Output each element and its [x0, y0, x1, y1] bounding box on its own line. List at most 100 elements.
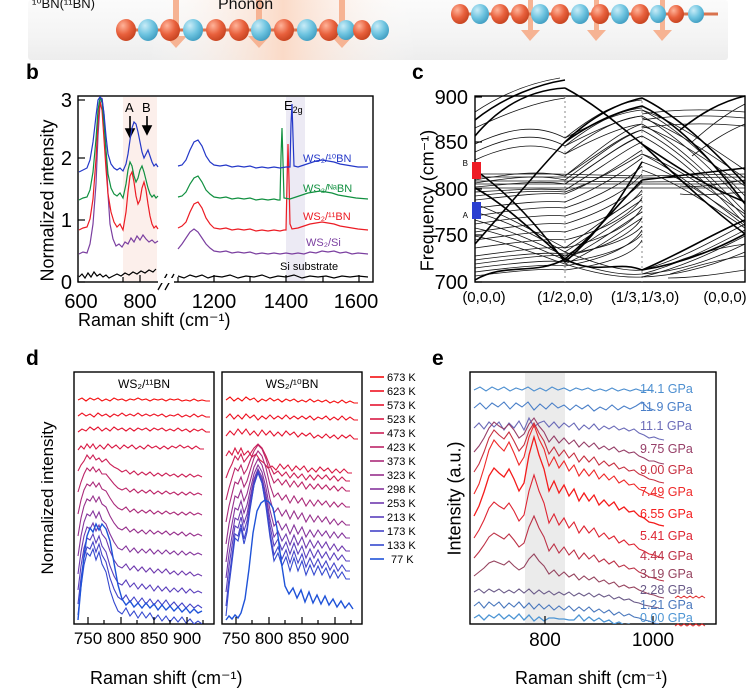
ytick-1: 1: [61, 210, 72, 232]
trace-label-9-00gpa: 9.00 GPa: [640, 463, 693, 477]
panel-d-right-frame: [221, 371, 363, 625]
panel-d-left-title: WS₂/¹¹BN: [118, 377, 170, 391]
panel-d-left-frame: [73, 371, 215, 625]
d-l-xtick-750: 750: [74, 629, 102, 648]
panel-b-letter: b: [26, 61, 39, 84]
panel-e-xlabel: Raman shift (cm⁻¹): [515, 668, 668, 688]
d-r-xtick-800: 800: [255, 629, 283, 648]
d-l-xtick-850: 850: [140, 629, 168, 648]
panel-e-frame: [469, 371, 717, 625]
phonon-label: Phonon: [218, 0, 274, 13]
c-xtick-0: (0,0,0): [462, 289, 505, 306]
e-xtick-800: 800: [529, 630, 561, 651]
panel-e-curves: [473, 386, 665, 624]
curve-ws2-nabn: [78, 96, 369, 201]
legend-item-323K: 323 K: [387, 470, 416, 482]
axis-break-mark: [157, 273, 175, 291]
d-l-xtick-900: 900: [173, 629, 201, 648]
panel-d-legend: 673 K 623 K 573 K 523 K 473 K 423 K 373 …: [370, 372, 416, 566]
trace-label-14-1gpa: 14.1 GPa: [640, 382, 693, 396]
panel-d-right-xticks: [235, 617, 352, 624]
trace-label-7-49gpa: 7.49 GPa: [640, 485, 693, 499]
legend-item-373K: 373 K: [387, 456, 416, 468]
xtick-600: 600: [64, 291, 97, 313]
legend-item-173K: 173 K: [387, 526, 416, 538]
e-xtick-1000: 1000: [632, 630, 674, 651]
legend-item-423K: 423 K: [387, 442, 416, 454]
legend-item-673K: 673 K: [387, 372, 416, 384]
panel-d: WS₂/¹¹BN 750 800 850 900: [18, 366, 428, 666]
marker-B-label: B: [463, 159, 468, 168]
legend-item-573K: 573 K: [387, 400, 416, 412]
panel-e-trace-labels: 14.1 GPa 11.9 GPa 11.1 GPa 9.75 GPa 9.00…: [640, 382, 693, 625]
panel-d-left-curves: [77, 397, 210, 624]
panel-d-left-xtick-labels: 750 800 850 900: [74, 629, 201, 648]
c-ytick-850: 850: [435, 132, 468, 154]
curve-si-substrate: [78, 268, 369, 280]
panel-b-ylabel: Normalized intensity: [37, 119, 58, 282]
ytick-0: 0: [61, 272, 72, 294]
curve-label-ws2-si: WS₂/Si: [306, 237, 341, 249]
c-xtick-1: (1/2,0,0): [537, 289, 593, 306]
panel-d-left-xticks: [87, 617, 204, 624]
c-ytick-700: 700: [435, 272, 468, 294]
legend-swatches: [370, 376, 384, 560]
legend-item-77K: 77 K: [391, 554, 414, 566]
panel-e-xtick-labels: 800 1000: [529, 630, 674, 651]
panel-e-svg: 800 1000 14.1 GPa 11.9 GPa 11.1 GPa 9.75…: [469, 371, 717, 651]
annotation-E2g-text: E2g: [284, 98, 303, 115]
ytick-2: 2: [61, 148, 72, 170]
spellcheck-squiggles: [674, 595, 706, 627]
panel-c: B A 700 750 800 850 900 (0,0,0) (1/2,0,0…: [400, 77, 750, 334]
marker-A-label: A: [463, 211, 469, 220]
atom-chain-right: [451, 4, 718, 24]
annotation-B-text: B: [142, 100, 151, 115]
d-r-xtick-850: 850: [288, 629, 316, 648]
panel-c-svg: B A 700 750 800 850 900 (0,0,0) (1/2,0,0…: [435, 77, 747, 306]
panel-e-ylabel: Intensity (a.u.): [444, 441, 465, 556]
trace-label-2-28gpa: 2.28 GPa: [640, 583, 693, 597]
xtick-800: 800: [123, 291, 156, 313]
c-ytick-800: 800: [435, 179, 468, 201]
panel-e: 800 1000 14.1 GPa 11.9 GPa 11.1 GPa 9.75…: [428, 366, 750, 666]
panel-d-right-xtick-labels: 750 800 850 900: [222, 629, 349, 648]
d-r-xtick-750: 750: [222, 629, 250, 648]
curve-label-ws2-10bn: WS₂/¹⁰BN: [303, 153, 351, 165]
panel-d-right-title: WS₂/¹⁰BN: [266, 377, 319, 391]
panel-b-curve-labels: WS₂/¹⁰BN WS₂/ᴺᵃBN WS₂/¹¹BN WS₂/Si Si sub…: [280, 153, 352, 273]
trace-label-9-75gpa: 9.75 GPa: [640, 442, 693, 456]
c-xtick-3: (0,0,0): [703, 289, 746, 306]
curve-label-ws2-nabn: WS₂/ᴺᵃBN: [303, 183, 352, 195]
d-l-xtick-800: 800: [107, 629, 135, 648]
panel-e-xticks: [544, 616, 654, 624]
trace-label-1-21gpa: 1.21 GPa: [640, 598, 693, 612]
panel-c-letter: c: [412, 61, 424, 84]
legend-item-298K: 298 K: [387, 484, 416, 496]
phonon-bands: [474, 77, 746, 281]
panel-e-shaded-band: [525, 373, 565, 623]
trace-label-11-1gpa: 11.1 GPa: [640, 419, 692, 433]
d-r-xtick-900: 900: [321, 629, 349, 648]
panel-b-frame: [77, 95, 374, 283]
legend-item-473K: 473 K: [387, 428, 416, 440]
trace-label-4-44gpa: 4.44 GPa: [640, 549, 693, 563]
panel-c-ytick-labels: 700 750 800 850 900: [435, 87, 468, 294]
ytick-3: 3: [61, 90, 72, 112]
panel-d-ylabel: Normalized intensity: [38, 421, 57, 575]
marker-A-swatch: [472, 202, 481, 219]
trace-label-3-19gpa: 3.19 GPa: [640, 567, 693, 581]
curve-ws2-si: [78, 97, 369, 255]
panel-d-svg: WS₂/¹¹BN 750 800 850 900: [73, 371, 416, 648]
panel-b-svg: A B E2g WS₂/¹⁰BN WS₂/ᴺᵃBN WS₂/¹¹BN: [61, 90, 378, 313]
annotation-A-text: A: [125, 100, 134, 115]
panel-d-xlabel: Raman shift (cm⁻¹): [90, 668, 243, 688]
trace-label-5-41gpa: 5.41 GPa: [640, 529, 693, 543]
panel-e-letter: e: [432, 347, 444, 370]
curve-ws2-10bn: [78, 96, 368, 173]
isotope-label: ¹⁰BN(¹¹BN): [32, 0, 95, 11]
panel-b-xlabel: Raman shift (cm⁻¹): [78, 310, 231, 330]
panel-b-yticks: [78, 99, 85, 283]
trace-label-6-55gpa: 6.55 GPa: [640, 507, 693, 521]
trace-label-0-00gpa: 0.00 GPa: [640, 611, 693, 625]
panel-c-markers: B A: [463, 159, 481, 220]
